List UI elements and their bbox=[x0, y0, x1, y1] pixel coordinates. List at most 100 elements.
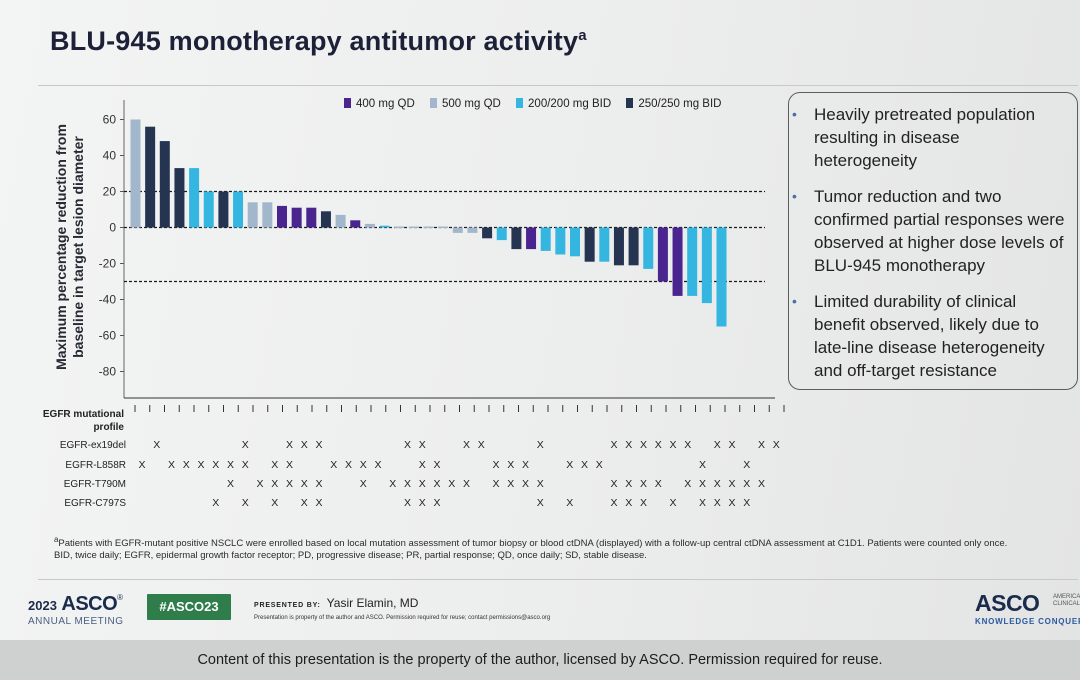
mutation-marker: X bbox=[640, 439, 647, 451]
mutation-marker: X bbox=[610, 439, 617, 451]
mutation-marker: X bbox=[743, 459, 750, 471]
legend-item-400qd: 400 mg QD bbox=[344, 98, 415, 110]
bar bbox=[496, 227, 507, 241]
asco-logo: ASCO AMERICAN CLINICAL KNOWLEDGE CONQUER bbox=[975, 590, 1080, 626]
bar bbox=[350, 220, 361, 228]
bar bbox=[701, 227, 712, 304]
mutation-marker: X bbox=[212, 459, 219, 471]
bar bbox=[613, 227, 624, 266]
mutation-marker: X bbox=[419, 459, 426, 471]
mutation-marker: X bbox=[227, 478, 234, 490]
bar bbox=[320, 211, 331, 228]
mutation-marker: X bbox=[699, 478, 706, 490]
mutation-marker: X bbox=[286, 439, 293, 451]
footer-divider bbox=[38, 579, 1078, 580]
y-tick-label: 40 bbox=[103, 149, 117, 163]
mutation-marker: X bbox=[684, 478, 691, 490]
mutation-marker: X bbox=[728, 478, 735, 490]
bar bbox=[130, 119, 141, 228]
bar bbox=[306, 207, 317, 228]
mutation-marker: X bbox=[271, 478, 278, 490]
mutation-marker: X bbox=[728, 439, 735, 451]
chart-legend: 400 mg QD 500 mg QD 200/200 mg BID 250/2… bbox=[344, 98, 733, 118]
mutation-marker: X bbox=[433, 459, 440, 471]
mutation-marker: X bbox=[625, 478, 632, 490]
bar bbox=[174, 168, 185, 228]
mutation-marker: X bbox=[463, 439, 470, 451]
bar bbox=[379, 225, 390, 228]
y-tick-label: 60 bbox=[103, 113, 117, 127]
mutation-profile-title: EGFR mutational profile bbox=[42, 409, 124, 433]
mutation-marker: X bbox=[315, 497, 322, 509]
mutation-marker: X bbox=[271, 459, 278, 471]
bar bbox=[570, 227, 580, 257]
bar bbox=[657, 227, 668, 282]
bar bbox=[203, 191, 214, 228]
mutation-label-ex19del: EGFR-ex19del bbox=[59, 440, 126, 451]
bar bbox=[189, 168, 200, 228]
mutation-marker: X bbox=[714, 478, 721, 490]
mutation-marker: X bbox=[404, 478, 411, 490]
bar bbox=[233, 191, 244, 228]
mutation-marker: X bbox=[581, 459, 588, 471]
bar bbox=[247, 202, 258, 228]
mutation-marker: X bbox=[699, 497, 706, 509]
mutation-marker: X bbox=[684, 439, 691, 451]
mutation-marker: X bbox=[448, 478, 455, 490]
mutation-marker: X bbox=[610, 497, 617, 509]
mutation-marker: X bbox=[315, 478, 322, 490]
bullet-dot-icon: • bbox=[792, 106, 797, 122]
mutation-marker: X bbox=[419, 439, 426, 451]
bar bbox=[394, 226, 405, 228]
bar bbox=[467, 227, 478, 233]
legend-swatch-500qd bbox=[430, 98, 438, 108]
y-tick-label: -60 bbox=[99, 329, 117, 343]
bullet-item: • Limited durability of clinical benefit … bbox=[792, 292, 1045, 380]
mutation-marker: X bbox=[242, 459, 249, 471]
legend-item-500qd: 500 mg QD bbox=[430, 98, 501, 110]
bullet-item: • Tumor reduction and two confirmed parti… bbox=[792, 187, 1065, 275]
mutation-marker: X bbox=[138, 459, 145, 471]
mutation-marker: X bbox=[227, 459, 234, 471]
slide-title: BLU-945 monotherapy antitumor activitya bbox=[50, 26, 587, 56]
mutation-marker: X bbox=[522, 459, 529, 471]
mutation-marker: X bbox=[197, 459, 204, 471]
mutation-marker: X bbox=[758, 439, 765, 451]
mutation-marker: X bbox=[773, 439, 780, 451]
mutation-marker: X bbox=[330, 459, 337, 471]
mutation-marker: X bbox=[507, 459, 514, 471]
bar bbox=[218, 191, 229, 228]
bar bbox=[511, 227, 522, 250]
mutation-marker: X bbox=[669, 497, 676, 509]
slide-background bbox=[0, 0, 1080, 640]
mutation-marker: X bbox=[360, 478, 367, 490]
mutation-marker: X bbox=[743, 478, 750, 490]
mutation-marker: X bbox=[404, 497, 411, 509]
mutation-marker: X bbox=[212, 497, 219, 509]
y-tick-label: 20 bbox=[103, 185, 117, 199]
legend-item-250bid: 250/250 mg BID bbox=[626, 98, 721, 110]
bar bbox=[672, 227, 683, 296]
mutation-marker: X bbox=[345, 459, 352, 471]
mutation-marker: X bbox=[625, 439, 632, 451]
mutation-marker: X bbox=[537, 478, 544, 490]
presenter-line: PRESENTED BY: Yasir Elamin, MD bbox=[254, 596, 419, 610]
bar bbox=[452, 227, 463, 233]
mutation-marker: X bbox=[301, 497, 308, 509]
bar bbox=[335, 214, 346, 228]
mutation-marker: X bbox=[301, 439, 308, 451]
bar bbox=[364, 223, 375, 228]
bar bbox=[277, 205, 287, 228]
mutation-marker: X bbox=[301, 478, 308, 490]
property-note: Presentation is property of the author a… bbox=[254, 615, 551, 621]
bullet-dot-icon: • bbox=[792, 188, 797, 204]
mutation-marker: X bbox=[507, 478, 514, 490]
mutation-marker: X bbox=[433, 497, 440, 509]
mutation-marker: X bbox=[655, 478, 662, 490]
mutation-label-t790m: EGFR-T790M bbox=[63, 479, 126, 490]
bar bbox=[643, 227, 654, 269]
bar bbox=[584, 227, 595, 262]
y-tick-label: -80 bbox=[99, 365, 117, 379]
bar bbox=[555, 227, 566, 255]
asco-annual-meeting-logo: 2023 ASCO® ANNUAL MEETING bbox=[28, 593, 124, 627]
